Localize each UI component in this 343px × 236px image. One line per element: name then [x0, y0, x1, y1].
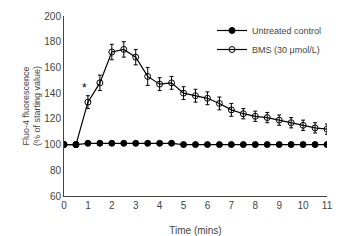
svg-text:Fluo-4 fluorescence(% of start: Fluo-4 fluorescence(% of starting value)	[21, 66, 43, 146]
svg-text:120: 120	[44, 113, 61, 124]
svg-text:9: 9	[276, 200, 282, 211]
svg-text:60: 60	[50, 191, 62, 202]
svg-text:11: 11	[322, 200, 333, 211]
svg-text:5: 5	[181, 200, 187, 211]
svg-text:100: 100	[44, 139, 61, 150]
svg-text:8: 8	[252, 200, 258, 211]
svg-text:200: 200	[44, 11, 61, 22]
svg-text:Untreated control: Untreated control	[252, 26, 321, 36]
svg-text:180: 180	[44, 36, 61, 47]
svg-text:140: 140	[44, 88, 61, 99]
svg-text:4: 4	[157, 200, 163, 211]
svg-text:6: 6	[205, 200, 211, 211]
svg-text:*: *	[82, 81, 87, 95]
svg-text:160: 160	[44, 62, 61, 73]
svg-text:0: 0	[61, 200, 67, 211]
svg-text:3: 3	[133, 200, 139, 211]
svg-text:Time (mins): Time (mins)	[169, 225, 221, 236]
svg-text:BMS (30 μmol/L): BMS (30 μmol/L)	[252, 45, 320, 55]
svg-text:1: 1	[85, 200, 91, 211]
svg-text:10: 10	[298, 200, 310, 211]
svg-text:80: 80	[50, 165, 62, 176]
svg-text:7: 7	[229, 200, 235, 211]
svg-text:2: 2	[109, 200, 115, 211]
